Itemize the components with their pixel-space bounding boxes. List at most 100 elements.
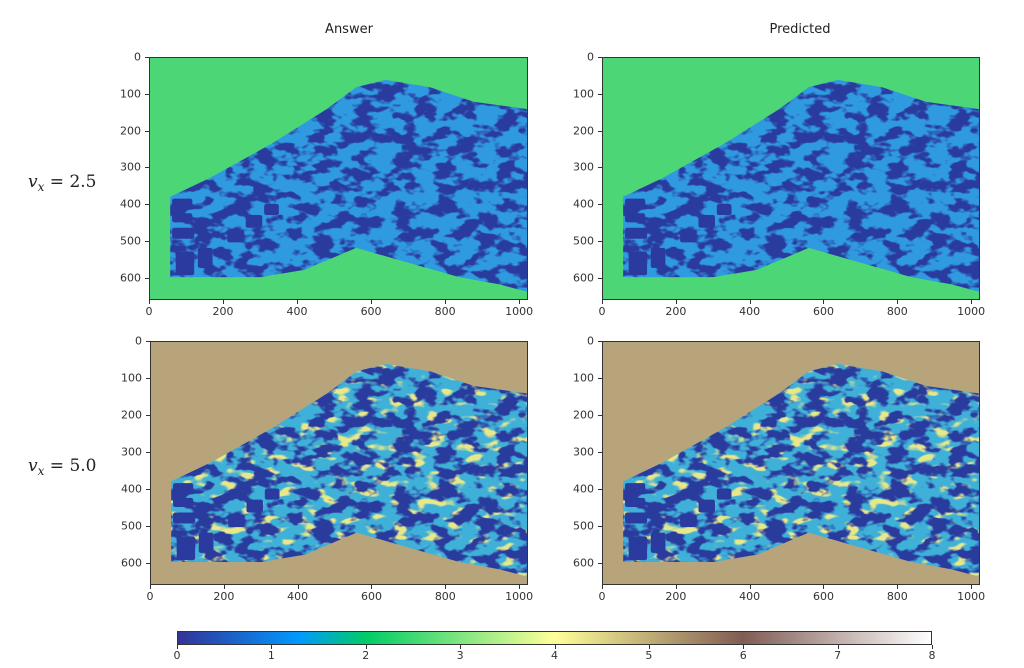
x-tick-label: 800 bbox=[886, 305, 908, 318]
y-tick-mark bbox=[598, 277, 602, 279]
x-tick-mark bbox=[749, 585, 751, 589]
y-tick-mark bbox=[598, 204, 602, 206]
x-tick-label: 0 bbox=[598, 590, 606, 603]
y-tick-mark bbox=[146, 451, 150, 453]
building-block-1 bbox=[625, 483, 646, 493]
x-tick-label: 1000 bbox=[957, 305, 986, 318]
y-tick-label: 200 bbox=[573, 124, 594, 138]
y-tick-label: 0 bbox=[134, 50, 141, 64]
plume-low-speed-regions bbox=[171, 364, 527, 577]
y-tick-mark bbox=[598, 241, 602, 243]
x-tick-label: 400 bbox=[739, 305, 761, 318]
colorbar-tick-label: 4 bbox=[551, 649, 558, 662]
y-tick-mark bbox=[598, 414, 602, 416]
building-block-5 bbox=[650, 532, 666, 553]
x-tick-label: 0 bbox=[598, 305, 606, 318]
y-tick-mark bbox=[145, 93, 149, 95]
x-tick-mark bbox=[823, 300, 825, 304]
x-tick-label: 1000 bbox=[505, 590, 534, 603]
x-tick-label: 200 bbox=[665, 305, 687, 318]
y-tick-label: 400 bbox=[120, 197, 141, 211]
x-tick-label: 200 bbox=[213, 590, 235, 603]
heatmap-panel-4 bbox=[602, 341, 980, 585]
x-tick-mark bbox=[297, 585, 299, 589]
y-tick-mark bbox=[146, 562, 150, 564]
colorbar-tick-mark bbox=[554, 645, 556, 649]
y-tick-label: 400 bbox=[573, 482, 594, 496]
y-tick-label: 300 bbox=[121, 445, 142, 459]
y-tick-label: 600 bbox=[121, 556, 142, 570]
y-tick-label: 400 bbox=[121, 482, 142, 496]
y-tick-label: 100 bbox=[121, 371, 142, 385]
y-tick-mark bbox=[598, 525, 602, 527]
x-tick-mark bbox=[675, 585, 677, 589]
y-tick-label: 300 bbox=[120, 160, 141, 174]
y-tick-mark bbox=[145, 241, 149, 243]
y-tick-mark bbox=[145, 204, 149, 206]
x-tick-label: 0 bbox=[146, 590, 154, 603]
x-tick-mark bbox=[971, 300, 973, 304]
y-tick-label: 0 bbox=[135, 334, 142, 348]
y-tick-mark bbox=[598, 130, 602, 132]
colorbar-tick-label: 1 bbox=[267, 649, 275, 662]
x-tick-mark bbox=[675, 300, 677, 304]
building-block-8 bbox=[264, 488, 280, 500]
x-tick-mark bbox=[149, 300, 150, 304]
heatmap-panel-2 bbox=[602, 57, 980, 300]
x-tick-mark bbox=[602, 585, 603, 589]
y-tick-label: 500 bbox=[121, 519, 142, 533]
x-tick-mark bbox=[519, 585, 521, 589]
y-tick-label: 100 bbox=[120, 87, 141, 101]
x-tick-label: 0 bbox=[145, 305, 153, 318]
column-title-answer: Answer bbox=[325, 22, 373, 37]
building-block-2 bbox=[625, 497, 646, 507]
x-tick-mark bbox=[371, 300, 373, 304]
column-title-predicted: Predicted bbox=[769, 22, 831, 37]
x-tick-mark bbox=[223, 300, 225, 304]
building-block-2 bbox=[625, 213, 646, 223]
y-tick-mark bbox=[598, 57, 602, 58]
colorbar-tick-mark bbox=[460, 645, 462, 649]
x-tick-mark bbox=[297, 300, 299, 304]
y-tick-mark bbox=[598, 488, 602, 490]
y-tick-mark bbox=[145, 130, 149, 132]
x-tick-mark bbox=[749, 300, 751, 304]
x-tick-label: 400 bbox=[739, 590, 761, 603]
building-block-4 bbox=[628, 251, 648, 276]
colorbar-tick-label: 3 bbox=[456, 649, 464, 662]
y-tick-mark bbox=[598, 341, 602, 342]
building-block-5 bbox=[198, 532, 214, 553]
x-tick-mark bbox=[519, 300, 521, 304]
y-tick-mark bbox=[146, 414, 150, 416]
y-tick-label: 100 bbox=[573, 87, 594, 101]
x-tick-label: 800 bbox=[434, 305, 456, 318]
building-block-4 bbox=[628, 536, 648, 561]
x-tick-mark bbox=[897, 585, 899, 589]
y-tick-mark bbox=[598, 93, 602, 95]
building-block-1 bbox=[625, 198, 646, 208]
heatmap-panel-1 bbox=[149, 57, 528, 300]
building-block-4 bbox=[176, 536, 196, 561]
x-tick-mark bbox=[823, 585, 825, 589]
plume-low-speed-regions bbox=[170, 79, 527, 292]
colorbar-tick-label: 7 bbox=[834, 649, 842, 662]
y-tick-mark bbox=[145, 167, 149, 169]
building-block-1 bbox=[172, 198, 193, 208]
y-tick-mark bbox=[598, 451, 602, 453]
x-tick-mark bbox=[971, 585, 973, 589]
building-block-6 bbox=[680, 229, 697, 243]
plume-low-speed-regions bbox=[623, 364, 979, 577]
y-tick-mark bbox=[598, 562, 602, 564]
building-block-6 bbox=[227, 229, 244, 243]
building-block-7 bbox=[698, 499, 715, 513]
x-tick-label: 600 bbox=[812, 590, 834, 603]
x-tick-label: 800 bbox=[886, 590, 908, 603]
colorbar-tick-mark bbox=[743, 645, 745, 649]
colorbar-tick-label: 2 bbox=[362, 649, 370, 662]
y-tick-label: 400 bbox=[573, 197, 594, 211]
y-tick-mark bbox=[146, 525, 150, 527]
colorbar-tick-mark bbox=[177, 645, 178, 649]
y-tick-label: 200 bbox=[573, 408, 594, 422]
y-tick-label: 100 bbox=[573, 371, 594, 385]
y-tick-label: 500 bbox=[573, 234, 594, 248]
